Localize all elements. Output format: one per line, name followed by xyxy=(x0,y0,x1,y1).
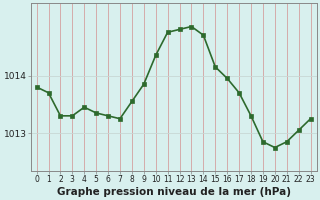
X-axis label: Graphe pression niveau de la mer (hPa): Graphe pression niveau de la mer (hPa) xyxy=(57,187,291,197)
